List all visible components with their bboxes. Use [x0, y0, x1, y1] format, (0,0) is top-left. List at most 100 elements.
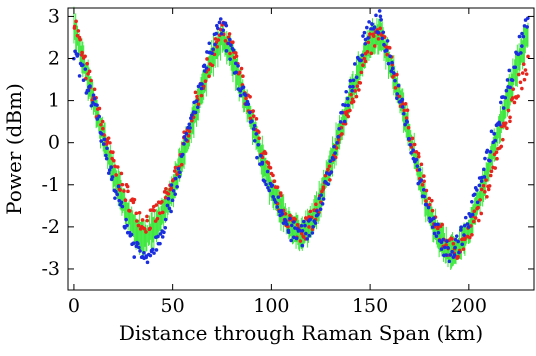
blue-data-point: [507, 68, 512, 73]
red-data-point: [72, 24, 77, 29]
blue-data-point: [353, 62, 357, 66]
blue-data-point: [299, 223, 304, 228]
red-data-point: [358, 81, 363, 85]
blue-data-point: [390, 60, 394, 65]
blue-data-point: [336, 135, 340, 139]
blue-data-point: [462, 223, 467, 228]
blue-data-point: [180, 152, 185, 157]
red-data-point: [228, 51, 232, 56]
blue-data-point: [234, 70, 239, 75]
blue-data-point: [307, 233, 311, 238]
blue-data-point: [415, 164, 420, 168]
red-data-point: [148, 226, 152, 231]
blue-data-point: [388, 54, 392, 59]
red-data-point: [403, 102, 408, 106]
red-data-point: [424, 199, 428, 203]
blue-data-point: [163, 217, 168, 222]
red-data-point: [372, 44, 377, 48]
y-tick-label: 2: [48, 48, 60, 70]
blue-data-point: [370, 22, 374, 26]
blue-data-point: [226, 41, 231, 46]
red-data-point: [111, 150, 115, 155]
red-data-point: [140, 218, 145, 222]
red-data-point: [481, 183, 486, 188]
blue-data-point: [188, 126, 192, 130]
red-data-point: [511, 87, 516, 91]
blue-data-point: [445, 239, 449, 244]
blue-data-point: [81, 63, 85, 67]
blue-data-point: [318, 207, 323, 211]
red-data-point: [369, 51, 374, 56]
blue-data-point: [332, 144, 336, 149]
blue-data-point: [424, 202, 429, 207]
red-data-point: [430, 198, 434, 203]
blue-data-point: [315, 209, 319, 213]
blue-data-point: [360, 53, 365, 57]
blue-data-point: [152, 251, 156, 255]
red-data-point: [76, 29, 81, 33]
red-data-point: [505, 126, 509, 131]
blue-data-point: [317, 196, 321, 201]
red-data-point: [476, 218, 481, 223]
blue-data-point: [263, 179, 267, 184]
red-data-point: [254, 117, 259, 121]
blue-data-point: [436, 222, 440, 227]
blue-data-point: [102, 137, 107, 142]
red-data-point: [387, 46, 392, 50]
red-data-point: [205, 57, 209, 61]
blue-data-point: [271, 195, 275, 199]
blue-data-point: [123, 226, 127, 230]
blue-data-point: [145, 260, 150, 265]
red-data-point: [484, 178, 488, 182]
blue-data-point: [217, 20, 222, 25]
red-data-point: [223, 38, 228, 43]
blue-data-point: [346, 103, 350, 108]
red-data-point: [144, 230, 148, 234]
red-data-point: [483, 190, 487, 194]
blue-data-point: [163, 225, 168, 230]
red-data-point: [406, 125, 411, 130]
red-data-point: [493, 166, 498, 170]
blue-data-point: [351, 78, 356, 83]
blue-data-point: [275, 205, 280, 209]
red-data-point: [327, 164, 332, 168]
blue-data-point: [182, 142, 186, 146]
red-data-point: [134, 211, 139, 216]
red-data-point: [114, 173, 118, 177]
red-data-point: [485, 194, 489, 199]
blue-data-point: [104, 153, 108, 158]
red-data-point: [154, 203, 159, 207]
blue-data-point: [430, 225, 435, 229]
red-data-point: [101, 126, 105, 131]
blue-data-point: [493, 138, 498, 143]
blue-data-point: [114, 189, 118, 194]
red-data-point: [516, 94, 520, 99]
red-data-point: [404, 116, 409, 120]
blue-data-point: [362, 30, 367, 35]
red-data-point: [348, 108, 352, 113]
x-tick-label: 150: [352, 295, 388, 317]
red-data-point: [116, 165, 120, 169]
red-data-point: [295, 223, 300, 227]
blue-data-point: [525, 25, 529, 29]
red-data-point: [307, 225, 311, 229]
red-data-point: [237, 70, 242, 75]
blue-data-point: [321, 197, 326, 201]
blue-data-point: [218, 17, 223, 21]
blue-data-point: [109, 165, 114, 169]
blue-data-point: [452, 253, 457, 257]
red-data-point: [80, 50, 84, 55]
y-axis-title: Power (dBm): [2, 83, 26, 215]
blue-data-point: [252, 123, 257, 128]
blue-data-point: [213, 42, 217, 47]
blue-data-point: [233, 61, 238, 66]
red-data-point: [470, 232, 474, 237]
blue-data-point: [124, 217, 128, 222]
blue-data-point: [340, 110, 344, 115]
red-data-point: [359, 70, 364, 75]
blue-data-point: [384, 48, 389, 53]
red-data-point: [283, 212, 288, 216]
red-data-point: [231, 40, 235, 45]
red-data-point: [416, 151, 421, 156]
